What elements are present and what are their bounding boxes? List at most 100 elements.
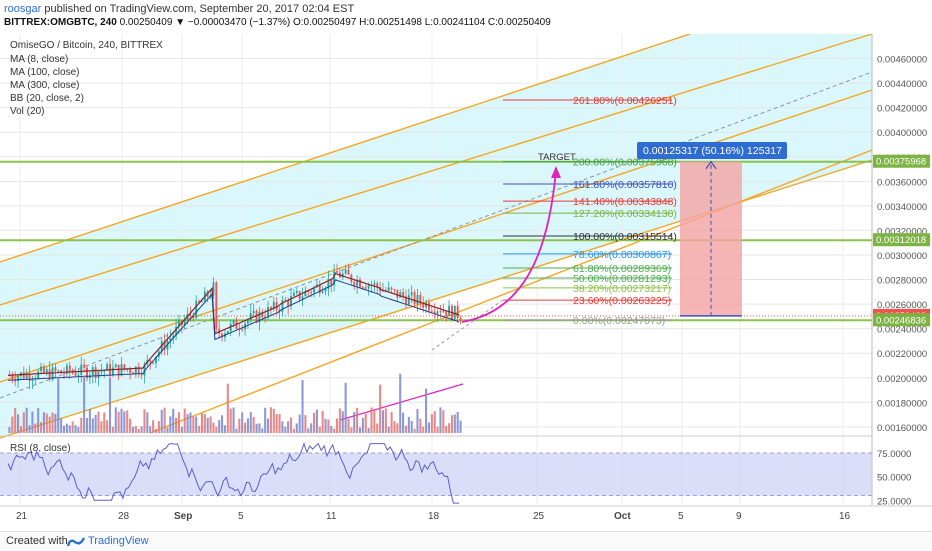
candle-body [373,283,376,286]
volume-bar [246,418,249,433]
candle-body [132,372,134,374]
candle-body [155,356,157,364]
channel-line [149,149,873,434]
candle-body [63,373,65,375]
volume-bar [19,426,22,433]
fib-level-label: 23.60%(0.00263225) [573,295,671,307]
candle-body [287,300,290,307]
volume-bar [390,412,393,433]
price-chart[interactable]: 261.80%(0.00426251) 200.00%(0.00375968) 16… [0,34,932,531]
candle-body [117,364,120,376]
volume-bar [177,412,181,433]
candle-body [422,303,425,308]
volume-group [8,373,462,433]
volume-bar [157,421,160,433]
volume-bar [241,412,244,433]
candle-body [169,338,172,341]
candle-body [321,291,324,293]
price-tick-label: 0.00260000 [877,300,927,311]
volume-bar [51,412,54,433]
candle-body [28,373,31,381]
price-tick-label: 0.00320000 [877,226,927,237]
volume-bar [183,408,186,433]
fib-level-label: 141.40%(0.00343848) [573,196,677,208]
candle-body [425,302,428,308]
volume-bar [295,423,298,433]
candle-body [238,329,241,331]
volume-bar [103,412,106,433]
volume-bar [88,408,91,433]
candle-body [295,291,298,293]
candle-body [399,292,402,298]
volume-bar [48,416,51,433]
fib-level-label: 261.80%(0.00426251) [573,95,677,107]
price-label-badge [873,313,930,327]
price-tick-label: 0.00200000 [877,374,927,385]
volume-bar [255,423,258,433]
volume-bar [85,417,89,433]
symbol-name: BITTREX:OMGBTC, 240 [4,17,117,28]
candle-body [419,294,422,304]
volume-bar [65,423,68,433]
volume-bar [436,426,439,433]
fib-level-label: 78.60%(0.00300867) [573,249,671,261]
volume-bar [289,417,293,433]
author-link[interactable]: roosgar [4,3,42,15]
candle-body [347,269,350,275]
volume-bar [111,426,114,433]
candle-body [17,376,19,382]
candle-body [48,369,51,380]
price-label-text: 0.00312018 [876,235,926,246]
volume-bar [71,421,74,433]
price-tick-label: 0.00220000 [877,349,927,360]
volume-bar [126,410,129,433]
candle-body [137,366,140,375]
volume-bar [379,384,382,433]
volume-bar [163,407,166,433]
volume-bar [120,408,123,433]
volume-bar [353,412,356,433]
volume-bar [281,421,284,433]
volume-bar [301,379,304,433]
fib-level-label: 50.00%(0.00281293) [573,273,671,285]
candle-body [31,379,34,381]
publish-info: roosgar published on TradingView.com, Se… [4,3,354,15]
candle-body [327,278,330,289]
volume-bar [419,418,422,433]
volume-bar [60,418,63,433]
price-tick-label: 0.00360000 [877,177,927,188]
price-label-badge [873,154,930,168]
volume-bar [154,428,158,433]
volume-bar [146,412,149,433]
volume-bar [384,408,387,433]
tradingview-link[interactable]: TradingView [88,535,149,547]
candle-body [353,282,356,286]
volume-bar [195,416,198,433]
volume-bar [235,428,238,433]
volume-bar [252,417,255,433]
volume-bar [338,408,341,433]
candle-body [83,364,86,368]
price-tick-label: 0.00340000 [877,202,927,213]
candle-body [333,271,336,285]
volume-bar [209,416,212,433]
candle-body [416,294,419,305]
rsi-tick-label: 25.0000 [877,496,911,507]
price-label-text: 0.00246836 [876,315,926,326]
candle-body [25,373,28,379]
candle-body [267,307,269,318]
volume-bar [370,407,373,433]
candle-body [86,367,88,379]
candle-body [186,314,189,321]
candle-body [430,310,433,312]
candle-body [175,326,178,336]
volume-bar [192,416,195,433]
candle-body [396,289,399,298]
volume-bar [335,418,339,433]
candle-body [195,300,198,318]
volume-bar [42,412,45,433]
target-label: TARGET [538,152,576,163]
volume-bar [304,415,307,433]
tradingview-logo-icon [66,537,86,547]
candle-body [269,307,272,309]
